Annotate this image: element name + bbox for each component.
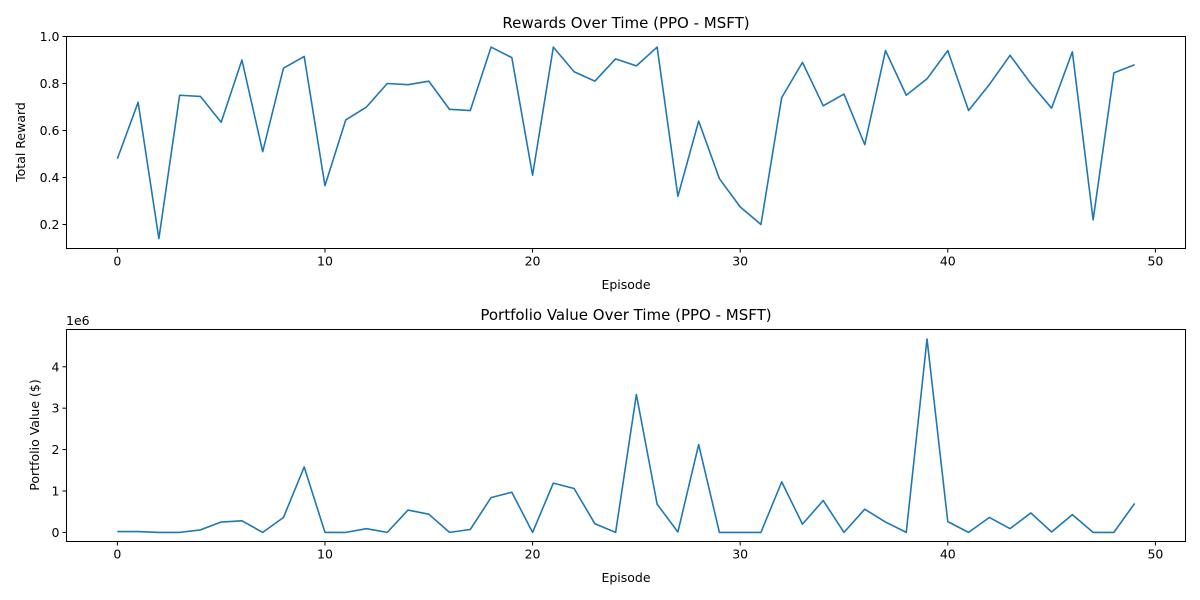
portfolio-y-offset-label: 1e6 <box>66 313 90 328</box>
rewards-y-tick-label: 1.0 <box>40 29 60 44</box>
portfolio-x-tick-label: 20 <box>525 547 541 562</box>
rewards-line <box>116 46 1135 240</box>
rewards-y-tick-label: 0.8 <box>40 76 60 91</box>
portfolio-x-tick-label: 40 <box>940 547 956 562</box>
portfolio-y-tick-label: 2 <box>52 442 60 457</box>
portfolio-x-axis-label: Episode <box>601 570 650 585</box>
rewards-x-tick-label: 10 <box>317 254 333 269</box>
rewards-y-tick-label: 0.4 <box>40 170 60 185</box>
portfolio-line <box>117 338 1136 534</box>
rewards-y-ticks: 0.2 0.4 0.6 0.8 1.0 <box>40 29 67 232</box>
portfolio-y-tick-label: 0 <box>52 525 60 540</box>
rewards-chart-title: Rewards Over Time (PPO - MSFT) <box>502 14 749 32</box>
portfolio-x-tick-label: 10 <box>317 547 333 562</box>
rewards-x-tick-label: 30 <box>732 254 748 269</box>
portfolio-plot-frame <box>66 329 1186 542</box>
rewards-x-ticks: 0 10 20 30 40 50 <box>113 248 1163 269</box>
portfolio-x-tick-label: 50 <box>1147 547 1163 562</box>
rewards-y-tick-label: 0.2 <box>40 217 60 232</box>
portfolio-y-ticks: 0 1 2 3 4 <box>52 359 67 540</box>
portfolio-x-ticks: 0 10 20 30 40 50 <box>113 541 1163 562</box>
rewards-chart: Rewards Over Time (PPO - MSFT) 0 10 20 30 40… <box>13 14 1186 292</box>
rewards-x-tick-label: 0 <box>113 254 121 269</box>
rewards-x-axis-label: Episode <box>601 277 650 292</box>
rewards-y-axis-label: Total Reward <box>13 102 28 183</box>
rewards-y-tick-label: 0.6 <box>40 123 60 138</box>
portfolio-chart: Portfolio Value Over Time (PPO - MSFT) 1… <box>27 306 1186 585</box>
rewards-x-tick-label: 50 <box>1147 254 1163 269</box>
portfolio-x-tick-label: 30 <box>732 547 748 562</box>
portfolio-y-tick-label: 4 <box>52 359 60 374</box>
portfolio-y-axis-label: Portfolio Value ($) <box>27 379 42 490</box>
portfolio-chart-title: Portfolio Value Over Time (PPO - MSFT) <box>480 306 771 324</box>
portfolio-x-tick-label: 0 <box>113 547 121 562</box>
portfolio-y-tick-label: 1 <box>52 483 60 498</box>
rewards-plot-frame <box>66 36 1186 249</box>
rewards-x-tick-label: 40 <box>940 254 956 269</box>
portfolio-y-tick-label: 3 <box>52 401 60 416</box>
rewards-x-tick-label: 20 <box>525 254 541 269</box>
